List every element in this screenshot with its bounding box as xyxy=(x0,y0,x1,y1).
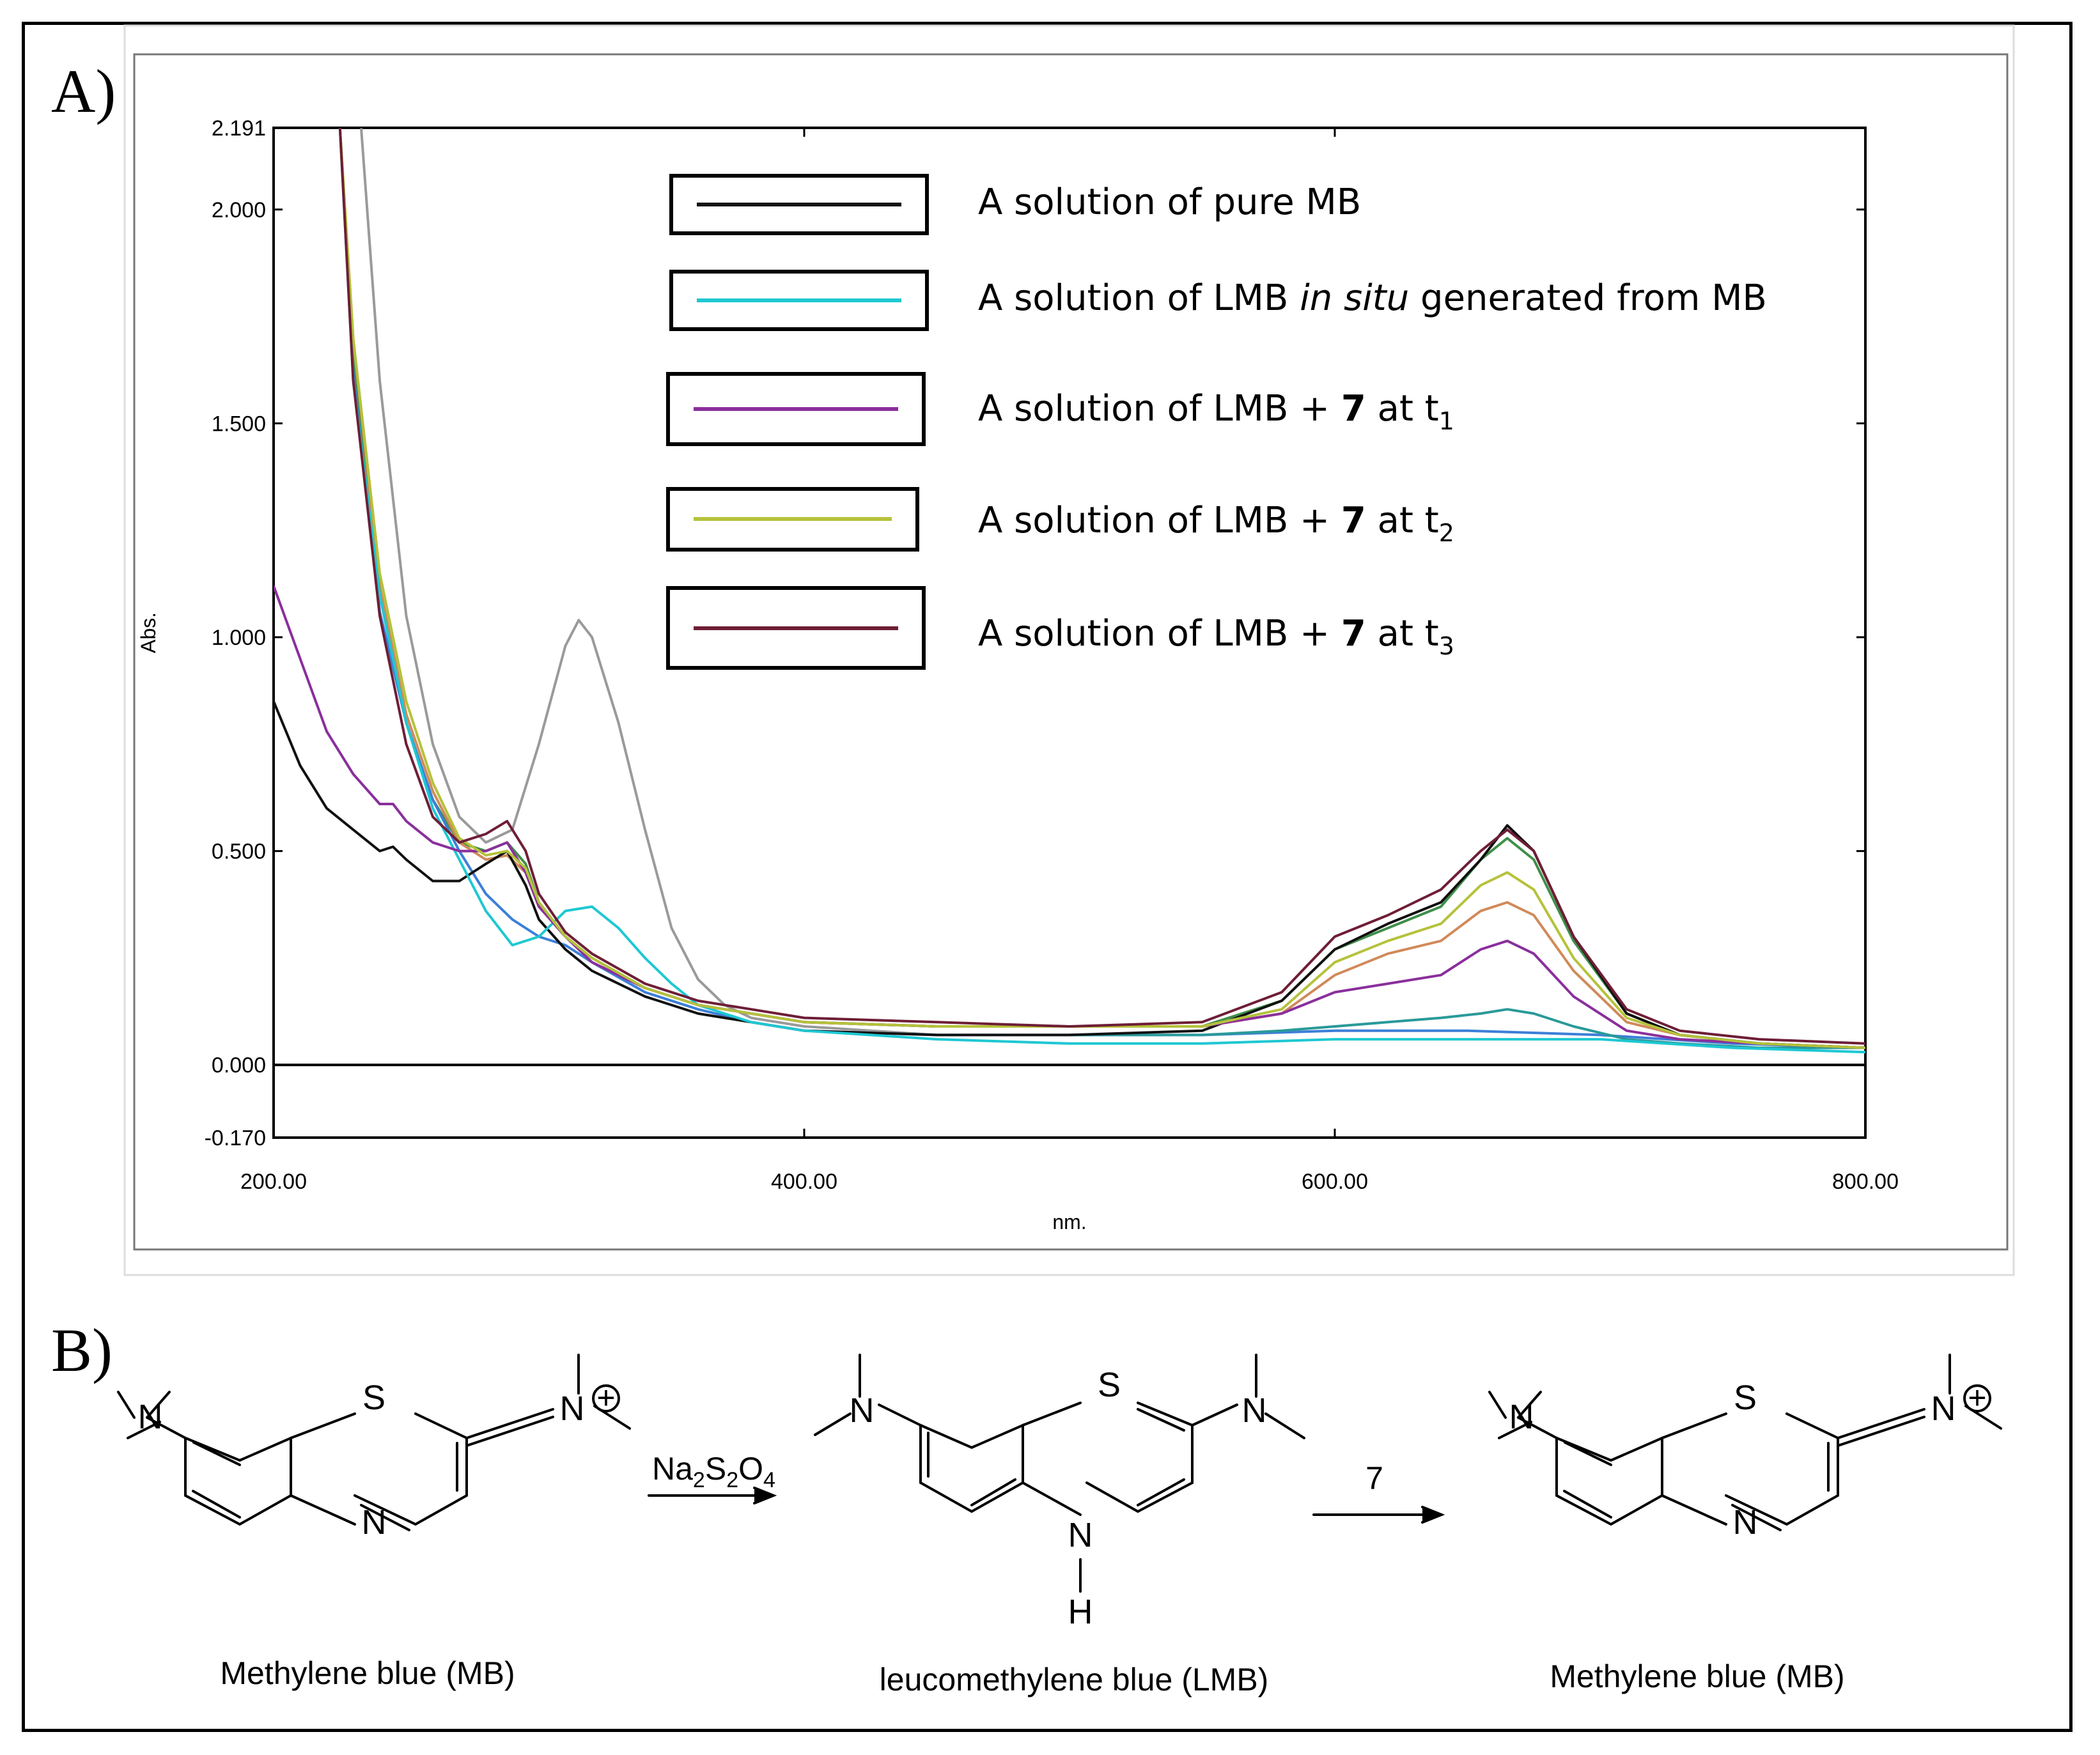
reaction-scheme xyxy=(117,1354,2002,1593)
y-tick-label: 0.000 xyxy=(212,1053,266,1078)
series-line-4 xyxy=(338,128,1865,1049)
positive-charge-circle-2 xyxy=(1963,1384,1991,1412)
x-tick-label: 800.00 xyxy=(1832,1170,1899,1194)
atom-n: N xyxy=(362,1503,387,1542)
y-tick-label: 1.000 xyxy=(212,626,266,650)
atom-n: N xyxy=(850,1391,875,1430)
positive-charge-sign: + xyxy=(1968,1380,1986,1416)
chart-panel-outer-frame xyxy=(123,24,2015,1276)
molecule-mb-left xyxy=(117,1354,631,1531)
atom-n: N xyxy=(560,1389,585,1428)
series-line-2 xyxy=(338,128,1865,1054)
y-tick-label: 0.500 xyxy=(212,840,266,864)
y-axis: -0.170 0.000 0.500 1.000 1.500 2.000 2.191 xyxy=(205,116,1865,1150)
x-tick-label: 200.00 xyxy=(240,1170,307,1194)
series-line-1 xyxy=(274,700,1865,1049)
panel-b-label: B) xyxy=(51,1316,113,1384)
legend-label: A solution of pure MB xyxy=(978,182,1361,223)
atom-h: H xyxy=(1068,1593,1093,1631)
legend-item-lmb-7-t2: A solution of LMB + 7 at t2 xyxy=(666,487,1454,552)
atom-n: N xyxy=(1068,1516,1093,1554)
positive-charge-sign: + xyxy=(596,1380,615,1416)
molecule-lmb xyxy=(814,1354,1305,1593)
series-group xyxy=(274,128,1865,1054)
figure-frame xyxy=(22,22,2073,1732)
chart-panel-frame xyxy=(133,53,2009,1251)
atom-n: N xyxy=(1733,1503,1758,1542)
legend-label: A solution of LMB + 7 at t1 xyxy=(978,388,1454,435)
atom-n: N xyxy=(138,1398,163,1436)
y-tick-label: 2.191 xyxy=(212,116,266,141)
legend-item-lmb-in-situ: A solution of LMB in situ generated from… xyxy=(669,270,1767,331)
x-tick-label: 400.00 xyxy=(771,1170,837,1194)
legend: A solution of pure MB A solution of LMB … xyxy=(666,174,1767,670)
y-tick-label: 2.000 xyxy=(212,198,266,222)
positive-charge-circle-1 xyxy=(592,1384,620,1412)
compound-name-lmb: leucomethylene blue (LMB) xyxy=(880,1662,1269,1697)
reagent-label-7: 7 xyxy=(1365,1460,1383,1496)
y-tick-label: 1.500 xyxy=(212,412,266,436)
legend-item-lmb-7-t1: A solution of LMB + 7 at t1 xyxy=(666,372,1454,446)
molecule-mb-right xyxy=(1488,1354,2002,1531)
spectrum-trace xyxy=(338,128,1865,1049)
series-line-5 xyxy=(338,128,1865,1045)
compound-name-mb: Methylene blue (MB) xyxy=(220,1655,515,1691)
y-axis-title: Abs. xyxy=(137,612,160,653)
x-axis: 200.00 400.00 600.00 800.00 xyxy=(240,128,1899,1194)
atom-s: S xyxy=(1098,1366,1121,1404)
x-axis-title: nm. xyxy=(1052,1210,1086,1233)
atom-n: N xyxy=(1931,1389,1956,1428)
legend-label: A solution of LMB + 7 at t3 xyxy=(978,613,1454,660)
reagent-label-na2s2o4: Na2S2O4 xyxy=(652,1451,775,1492)
panel-a-label: A) xyxy=(51,57,116,125)
x-tick-label: 600.00 xyxy=(1302,1170,1368,1194)
y-tick-label: -0.170 xyxy=(205,1126,266,1150)
atom-n: N xyxy=(1509,1398,1534,1436)
atom-n: N xyxy=(1242,1391,1267,1430)
legend-label: A solution of LMB + 7 at t2 xyxy=(978,500,1454,547)
legend-item-pure-mb: A solution of pure MB xyxy=(669,174,1361,235)
legend-item-lmb-7-t3: A solution of LMB + 7 at t3 xyxy=(666,586,1454,670)
compound-name-mb: Methylene blue (MB) xyxy=(1550,1658,1844,1694)
plot-area xyxy=(272,127,1867,1139)
legend-label: A solution of LMB in situ generated from… xyxy=(978,277,1767,319)
atom-s: S xyxy=(362,1379,385,1417)
atom-s: S xyxy=(1734,1379,1757,1417)
